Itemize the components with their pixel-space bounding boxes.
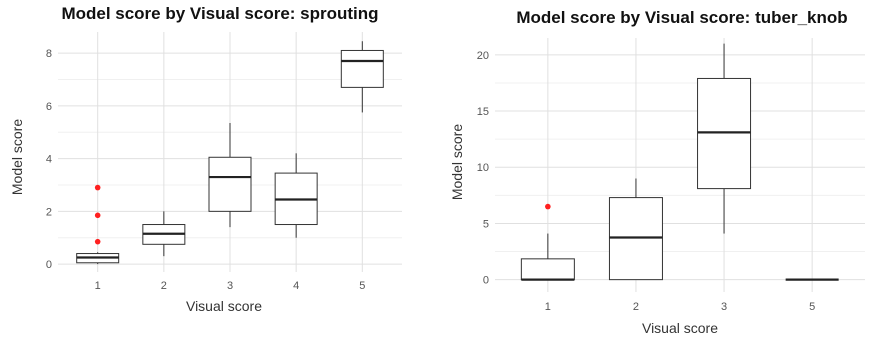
x-tick-label: 1 xyxy=(95,280,101,292)
box-2 xyxy=(142,211,186,257)
y-axis-title: Model score xyxy=(9,119,25,195)
grid xyxy=(495,38,865,292)
box-4 xyxy=(274,153,318,238)
x-tick-label: 1 xyxy=(545,301,551,313)
x-tick-label: 2 xyxy=(633,301,639,313)
box-1 xyxy=(520,203,575,281)
x-tick-label: 4 xyxy=(293,280,299,292)
box-iqr xyxy=(520,258,575,281)
x-axis-title: Visual score xyxy=(186,298,262,314)
outlier-point xyxy=(94,238,101,245)
box-3 xyxy=(697,43,752,234)
box-5 xyxy=(340,41,384,113)
y-axis-title: Model score xyxy=(449,124,465,200)
plot-area xyxy=(76,41,384,265)
box-iqr xyxy=(697,77,752,190)
x-axis-title: Visual score xyxy=(642,320,718,336)
plot-area xyxy=(520,43,839,281)
y-tick-label: 5 xyxy=(483,218,489,230)
y-tick-label: 8 xyxy=(46,48,52,60)
y-tick-label: 20 xyxy=(477,50,489,62)
box-iqr xyxy=(340,49,384,88)
y-tick-label: 4 xyxy=(46,154,52,166)
x-tick-label: 5 xyxy=(359,280,365,292)
box-iqr xyxy=(608,197,663,281)
y-tick-label: 10 xyxy=(477,162,489,174)
chart-title: Model score by Visual score: sprouting xyxy=(61,4,378,23)
x-tick-label: 2 xyxy=(161,280,167,292)
x-tick-label: 3 xyxy=(721,301,727,313)
y-tick-label: 0 xyxy=(483,275,489,287)
box-iqr xyxy=(208,156,252,212)
outlier-point xyxy=(94,184,101,191)
y-tick-label: 0 xyxy=(46,259,52,271)
box-3 xyxy=(208,122,252,228)
chart-tuber-knob: Model score by Visual score: tuber_knob … xyxy=(449,8,865,336)
y-tick-label: 15 xyxy=(477,106,489,118)
box-1 xyxy=(76,184,120,265)
outlier-point xyxy=(94,212,101,219)
x-tick-label: 5 xyxy=(809,301,815,313)
y-tick-label: 2 xyxy=(46,206,52,218)
y-tick-label: 6 xyxy=(46,101,52,113)
chart-title: Model score by Visual score: tuber_knob xyxy=(516,8,847,27)
chart-sprouting: Model score by Visual score: sprouting V… xyxy=(9,4,402,314)
outlier-point xyxy=(545,203,551,210)
box-2 xyxy=(608,178,663,281)
x-tick-label: 3 xyxy=(227,280,233,292)
